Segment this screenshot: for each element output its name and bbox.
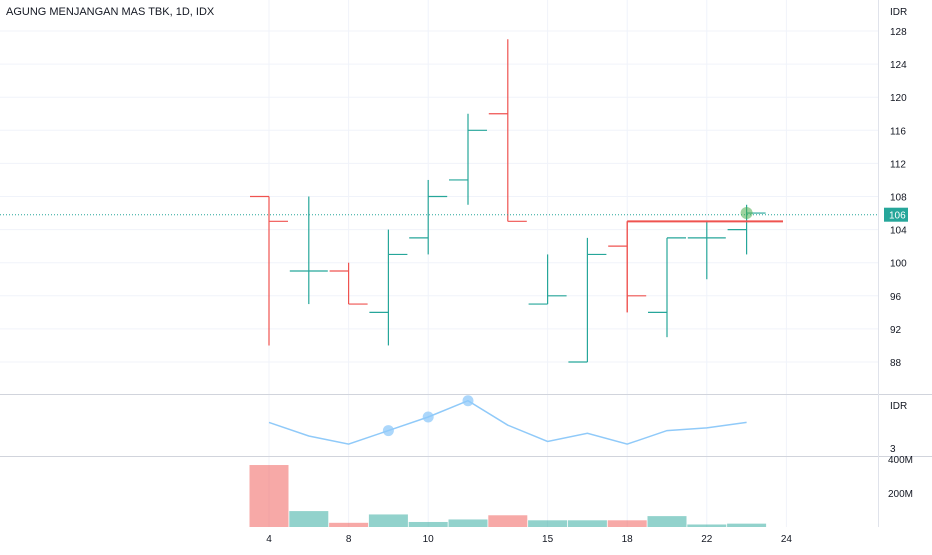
y-tick-label: 120 bbox=[890, 93, 907, 104]
x-tick-label: 8 bbox=[346, 534, 352, 545]
indicator-line bbox=[268, 399, 747, 445]
volume-bar bbox=[528, 520, 568, 527]
x-tick-label: 18 bbox=[622, 534, 634, 545]
volume-tick-label: 400M bbox=[888, 455, 913, 466]
y-tick-label: 88 bbox=[890, 358, 902, 369]
y-tick-label: 92 bbox=[890, 325, 902, 336]
volume-histogram bbox=[249, 465, 767, 527]
volume-bar bbox=[607, 520, 647, 527]
y-tick-label: 128 bbox=[890, 27, 907, 38]
last-price-badge bbox=[884, 207, 908, 222]
currency-label: IDR bbox=[890, 7, 907, 18]
ohlc-bar[interactable] bbox=[449, 113, 487, 205]
volume-bar bbox=[408, 521, 448, 527]
ohlc-bar[interactable] bbox=[528, 254, 567, 305]
indicator-marker bbox=[462, 395, 474, 407]
axes: IDR128124120116112108104100969288106IDR3… bbox=[266, 7, 913, 545]
y-tick-label: 124 bbox=[890, 60, 907, 71]
indicator-axis-label: IDR bbox=[890, 401, 907, 412]
volume-bar bbox=[647, 516, 687, 527]
ohlc-bar[interactable] bbox=[687, 221, 726, 280]
indicator-marker bbox=[382, 425, 394, 437]
ohlc-bar[interactable] bbox=[329, 262, 368, 305]
y-tick-label: 108 bbox=[890, 193, 907, 204]
x-tick-label: 10 bbox=[423, 534, 435, 545]
ohlc-bar[interactable] bbox=[409, 179, 448, 255]
indicator-pane bbox=[268, 395, 747, 445]
ohlc-bar[interactable] bbox=[250, 195, 288, 346]
volume-bar bbox=[687, 524, 727, 527]
y-tick-label: 100 bbox=[890, 259, 907, 270]
ohlc-bars bbox=[0, 39, 878, 363]
ohlc-bar[interactable] bbox=[369, 229, 408, 346]
volume-bar bbox=[289, 511, 329, 527]
ohlc-bar[interactable] bbox=[488, 39, 527, 222]
volume-bar bbox=[329, 522, 369, 527]
volume-bar bbox=[567, 520, 607, 527]
grid-lines bbox=[0, 0, 932, 527]
volume-bar bbox=[727, 523, 767, 527]
chart-title: AGUNG MENJANGAN MAS TBK, 1D, IDX bbox=[6, 6, 215, 18]
indicator-tick-label: 3 bbox=[890, 444, 896, 455]
ohlc-bar[interactable] bbox=[289, 196, 328, 305]
last-bar-marker bbox=[740, 207, 753, 220]
ohlc-bar[interactable] bbox=[648, 237, 686, 338]
x-tick-label: 15 bbox=[542, 534, 554, 545]
y-tick-label: 112 bbox=[890, 159, 906, 170]
ohlc-bar[interactable] bbox=[568, 237, 607, 363]
y-tick-label: 104 bbox=[890, 226, 907, 237]
volume-bar bbox=[488, 515, 528, 527]
volume-bar bbox=[368, 514, 408, 527]
volume-bar bbox=[448, 519, 488, 527]
x-tick-label: 4 bbox=[266, 534, 272, 545]
y-tick-label: 96 bbox=[890, 292, 902, 303]
volume-tick-label: 200M bbox=[888, 489, 913, 500]
indicator-marker bbox=[422, 411, 434, 423]
last-price-label: 106 bbox=[889, 211, 906, 222]
volume-bar bbox=[249, 465, 289, 527]
x-tick-label: 22 bbox=[701, 534, 713, 545]
x-tick-label: 24 bbox=[781, 534, 793, 545]
y-tick-label: 116 bbox=[890, 126, 906, 137]
